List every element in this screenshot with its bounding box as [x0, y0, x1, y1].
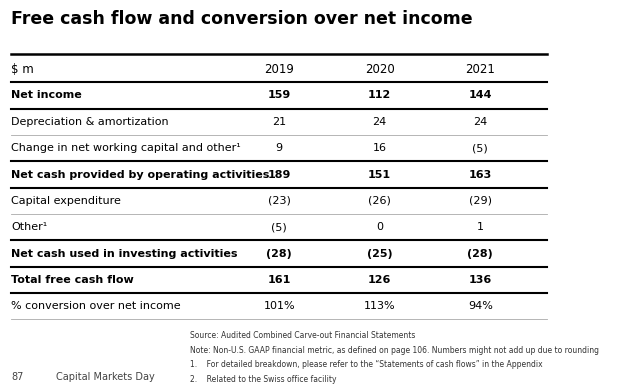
Text: Capital expenditure: Capital expenditure	[11, 196, 121, 206]
Text: Note: Non-U.S. GAAP financial metric, as defined on page 106. Numbers might not : Note: Non-U.S. GAAP financial metric, as…	[190, 346, 599, 355]
Text: 0: 0	[376, 222, 383, 232]
Text: Total free cash flow: Total free cash flow	[11, 275, 134, 285]
Text: 87: 87	[11, 372, 24, 382]
Text: 94%: 94%	[468, 301, 493, 311]
Text: 16: 16	[372, 143, 387, 153]
Text: 2.    Related to the Swiss office facility: 2. Related to the Swiss office facility	[190, 375, 337, 384]
Text: % conversion over net income: % conversion over net income	[11, 301, 180, 311]
Text: 21: 21	[272, 117, 286, 127]
Text: 144: 144	[468, 91, 492, 100]
Text: 1: 1	[477, 222, 484, 232]
Text: 101%: 101%	[264, 301, 295, 311]
Text: Depreciation & amortization: Depreciation & amortization	[11, 117, 169, 127]
Text: 2019: 2019	[264, 63, 294, 76]
Text: 9: 9	[276, 143, 283, 153]
Text: 24: 24	[372, 117, 387, 127]
Text: (25): (25)	[367, 249, 392, 259]
Text: Free cash flow and conversion over net income: Free cash flow and conversion over net i…	[11, 10, 473, 28]
Text: 163: 163	[468, 170, 492, 180]
Text: 161: 161	[268, 275, 291, 285]
Text: (26): (26)	[368, 196, 391, 206]
Text: 113%: 113%	[364, 301, 396, 311]
Text: Change in net working capital and other¹: Change in net working capital and other¹	[11, 143, 241, 153]
Text: 126: 126	[368, 275, 392, 285]
Text: Capital Markets Day: Capital Markets Day	[56, 372, 155, 382]
Text: (28): (28)	[467, 249, 493, 259]
Text: Other¹: Other¹	[11, 222, 47, 232]
Text: (5): (5)	[472, 143, 488, 153]
Text: (29): (29)	[468, 196, 492, 206]
Text: $ m: $ m	[11, 63, 34, 76]
Text: 151: 151	[368, 170, 391, 180]
Text: 136: 136	[468, 275, 492, 285]
Text: 159: 159	[268, 91, 291, 100]
Text: (23): (23)	[268, 196, 291, 206]
Text: (28): (28)	[266, 249, 292, 259]
Text: 189: 189	[268, 170, 291, 180]
Text: 112: 112	[368, 91, 391, 100]
Text: Net cash used in investing activities: Net cash used in investing activities	[11, 249, 237, 259]
Text: 24: 24	[473, 117, 487, 127]
Text: Source: Audited Combined Carve-out Financial Statements: Source: Audited Combined Carve-out Finan…	[190, 331, 415, 340]
Text: 2020: 2020	[365, 63, 394, 76]
Text: (5): (5)	[271, 222, 287, 232]
Text: 2021: 2021	[465, 63, 495, 76]
Text: 1.    For detailed breakdown, please refer to the “Statements of cash flows” in : 1. For detailed breakdown, please refer …	[190, 360, 543, 369]
Text: Net cash provided by operating activities: Net cash provided by operating activitie…	[11, 170, 269, 180]
Text: Net income: Net income	[11, 91, 82, 100]
